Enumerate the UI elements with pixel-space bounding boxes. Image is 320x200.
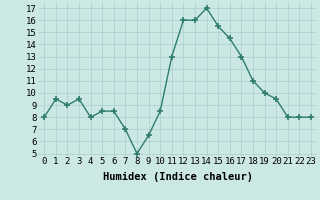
X-axis label: Humidex (Indice chaleur): Humidex (Indice chaleur) [103,172,252,182]
